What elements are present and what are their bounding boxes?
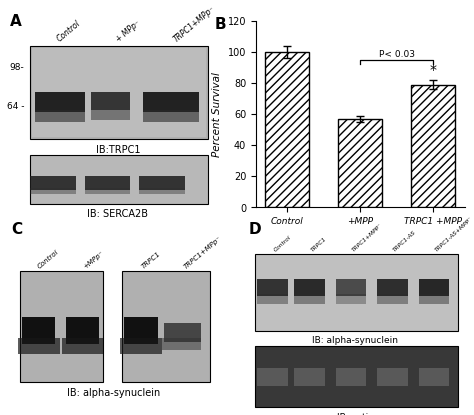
Bar — [30, 188, 76, 194]
Bar — [255, 346, 458, 407]
Text: TRPC1+MPp⁻: TRPC1+MPp⁻ — [172, 4, 217, 44]
Bar — [122, 271, 210, 382]
Text: TRPC1: TRPC1 — [141, 250, 162, 270]
Text: Control: Control — [273, 234, 292, 252]
Bar — [143, 93, 199, 112]
Bar — [257, 294, 288, 304]
Bar — [20, 271, 103, 382]
Bar — [419, 369, 449, 386]
Bar — [139, 188, 185, 194]
Bar — [419, 279, 449, 296]
Text: A: A — [9, 15, 21, 29]
Bar — [91, 93, 130, 110]
Bar — [336, 279, 366, 296]
Bar — [32, 48, 206, 137]
Bar — [62, 338, 103, 354]
Bar — [30, 46, 208, 139]
Bar — [294, 369, 325, 386]
Text: C: C — [11, 222, 23, 237]
Bar — [257, 369, 288, 386]
Bar — [84, 176, 130, 190]
Bar — [22, 317, 55, 344]
Text: IB: alpha-synuclein: IB: alpha-synuclein — [312, 337, 399, 345]
Text: + MPp⁻: + MPp⁻ — [114, 18, 142, 44]
Text: *: * — [429, 63, 437, 77]
Text: IB:TRPC1: IB:TRPC1 — [96, 145, 140, 155]
Text: 64 -: 64 - — [7, 102, 24, 110]
Bar — [377, 369, 408, 386]
Bar — [164, 323, 201, 342]
Bar — [35, 93, 84, 112]
Bar — [18, 338, 60, 354]
Text: B: B — [214, 17, 226, 32]
Bar — [35, 110, 84, 122]
Bar — [294, 294, 325, 304]
Bar — [336, 369, 366, 386]
Text: P< 0.03: P< 0.03 — [379, 50, 415, 59]
Text: TRPC1-AS+MPP⁻: TRPC1-AS+MPP⁻ — [434, 216, 474, 252]
Bar — [143, 110, 199, 122]
Bar — [30, 176, 76, 190]
Text: 98-: 98- — [9, 63, 24, 71]
Bar — [84, 188, 130, 194]
Text: Control: Control — [55, 19, 82, 44]
Bar — [91, 110, 130, 120]
Text: D: D — [249, 222, 261, 237]
Bar — [120, 338, 162, 354]
Bar — [139, 176, 185, 190]
Bar — [124, 317, 157, 344]
Text: Control: Control — [36, 249, 60, 270]
Bar — [257, 279, 288, 296]
Bar — [265, 52, 309, 208]
Text: TRPC1: TRPC1 — [310, 236, 327, 252]
Bar — [411, 85, 455, 208]
Text: IB: alpha-synuclein: IB: alpha-synuclein — [67, 388, 160, 398]
Bar — [338, 119, 382, 208]
Bar — [336, 294, 366, 304]
Text: TRPC1+MPp⁻: TRPC1+MPp⁻ — [182, 235, 222, 270]
Bar — [294, 279, 325, 296]
Bar — [66, 317, 99, 344]
Bar — [377, 294, 408, 304]
Bar — [255, 254, 458, 331]
Bar — [162, 338, 201, 350]
Bar — [377, 279, 408, 296]
Bar — [30, 155, 208, 204]
Text: TRPC1-AS: TRPC1-AS — [392, 229, 418, 252]
Y-axis label: Percent Survival: Percent Survival — [212, 72, 222, 156]
Text: TRPC1+MPP⁻: TRPC1+MPP⁻ — [351, 222, 383, 252]
Text: IB: actin: IB: actin — [337, 413, 374, 415]
Text: IB: SERCA2B: IB: SERCA2B — [87, 210, 148, 220]
Text: +MPp⁻: +MPp⁻ — [82, 249, 105, 270]
Bar — [419, 294, 449, 304]
